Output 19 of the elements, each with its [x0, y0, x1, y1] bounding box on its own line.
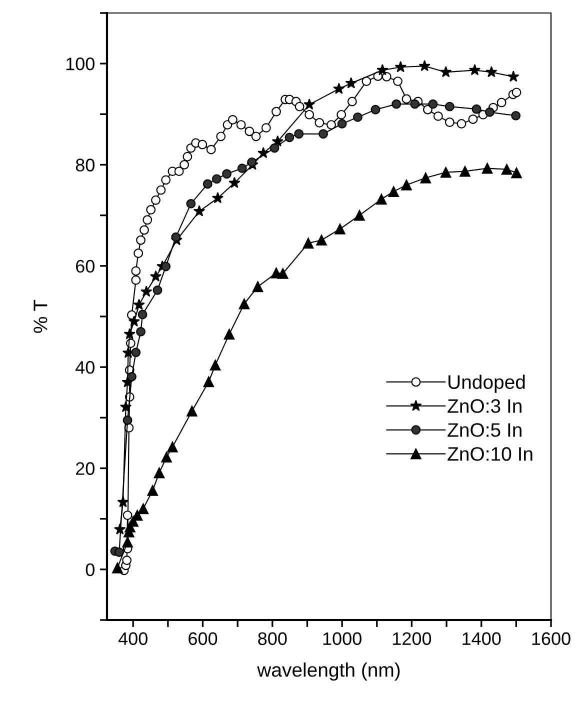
x-tick-label: 400 [118, 632, 148, 646]
y-tick-label: 80 [76, 158, 94, 172]
x-tick-label: 1400 [462, 632, 501, 646]
legend-label: ZnO:10 In [448, 447, 532, 461]
y-tick-label: 60 [76, 260, 94, 273]
x-tick-label: 1200 [393, 632, 432, 646]
x-tick-label: 1600 [532, 632, 570, 646]
x-axis-title: wavelength (nm) [257, 662, 400, 681]
y-axis-title: % T [34, 300, 48, 333]
x-tick-label: 800 [258, 632, 287, 646]
x-tick-label: 1000 [323, 632, 362, 646]
y-tick-label: 0 [86, 563, 94, 576]
legend-label: Undoped [448, 374, 525, 393]
y-tick-label: 20 [76, 462, 94, 475]
legend-label: ZnO:3 In [448, 399, 522, 413]
y-tick-label: 100 [66, 58, 94, 70]
x-tick-label: 600 [188, 632, 218, 646]
y-tick-label: 40 [76, 361, 94, 374]
legend-label: ZnO:5 In [448, 423, 522, 437]
